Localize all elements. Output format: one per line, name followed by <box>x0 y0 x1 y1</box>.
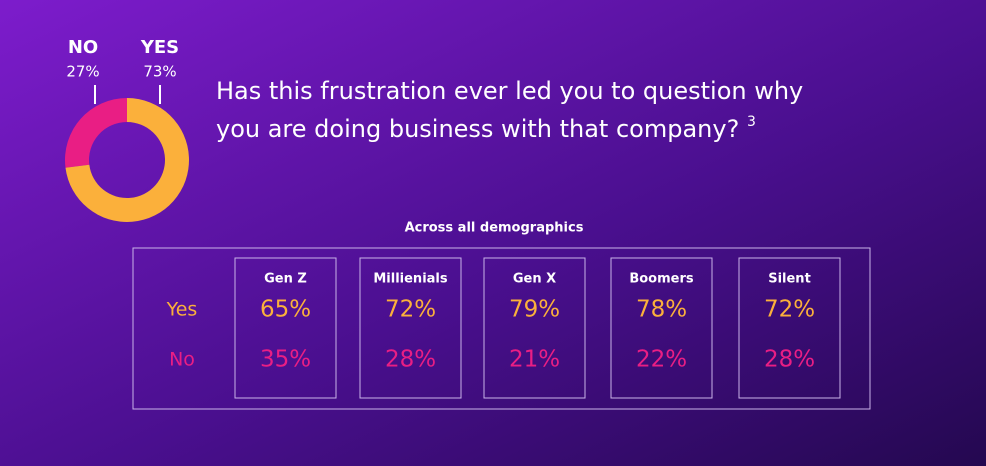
table-cell: 79% <box>509 297 560 323</box>
table-title: Across all demographics <box>405 221 584 236</box>
column-header: Gen Z <box>264 272 307 287</box>
row-label: Yes <box>166 299 198 321</box>
slice-name: NO <box>68 37 98 58</box>
table-cell: 28% <box>385 347 436 373</box>
question-line: Has this frustration ever led you to que… <box>216 77 803 105</box>
donut-slice <box>65 98 127 168</box>
table-cell: 22% <box>636 347 687 373</box>
table-cell: 35% <box>260 347 311 373</box>
donut-slice <box>65 98 189 222</box>
table-frame <box>132 247 871 410</box>
column-box <box>359 257 462 399</box>
question-line: you are doing business with that company… <box>216 114 756 143</box>
slice-value: 73% <box>143 63 176 81</box>
column-box <box>234 257 337 399</box>
column-box <box>483 257 586 399</box>
table-cell: 72% <box>385 297 436 323</box>
column-box <box>610 257 713 399</box>
table-cell: 78% <box>636 297 687 323</box>
slice-name: YES <box>140 37 179 58</box>
column-header: Gen X <box>513 272 556 287</box>
table-cell: 28% <box>764 347 815 373</box>
column-header: Boomers <box>629 272 694 287</box>
column-box <box>738 257 841 399</box>
table-cell: 65% <box>260 297 311 323</box>
column-header: Millienials <box>373 272 448 287</box>
footnote: 3 <box>747 114 756 130</box>
column-header: Silent <box>768 272 811 287</box>
table-cell: 72% <box>764 297 815 323</box>
slice-value: 27% <box>66 63 99 81</box>
row-label: No <box>169 349 195 371</box>
table-cell: 21% <box>509 347 560 373</box>
